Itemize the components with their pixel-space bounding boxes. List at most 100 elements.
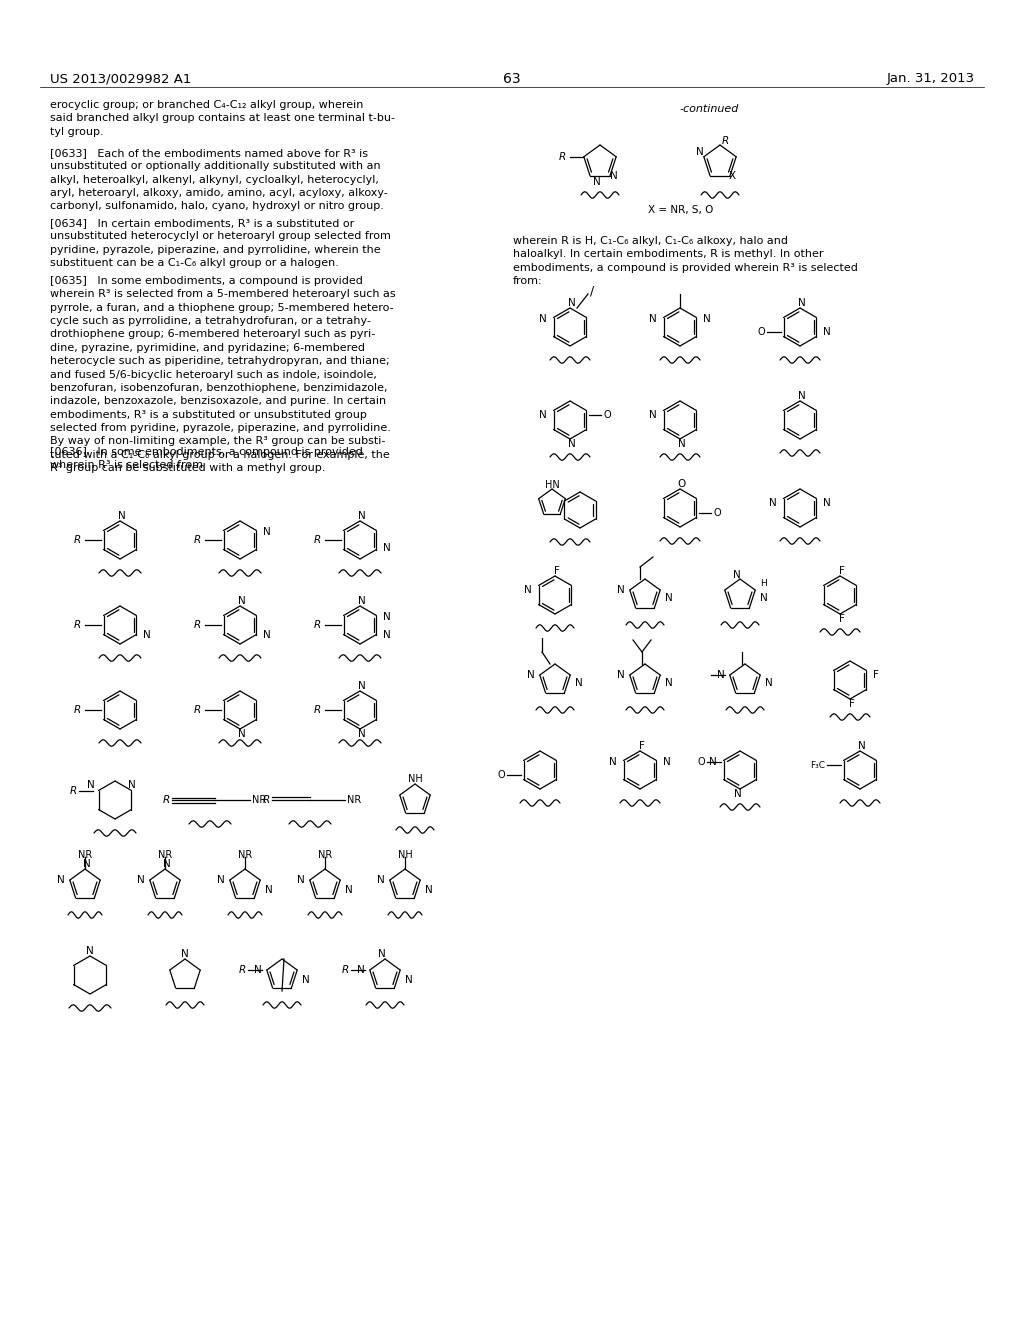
Text: erocyclic group; or branched C₄-C₁₂ alkyl group, wherein
said branched alkyl gro: erocyclic group; or branched C₄-C₁₂ alky… [50,100,395,137]
Text: N: N [663,756,671,767]
Text: N: N [345,884,352,895]
Text: N: N [302,975,309,985]
Text: O: O [713,508,721,517]
Text: F: F [849,700,855,709]
Text: N: N [593,177,601,187]
Text: N: N [617,671,625,680]
Text: N: N [254,965,262,975]
Text: wherein R is H, C₁-C₆ alkyl, C₁-C₆ alkoxy, halo and
haloalkyl. In certain embodi: wherein R is H, C₁-C₆ alkyl, C₁-C₆ alkox… [513,236,858,286]
Text: NR: NR [252,795,266,805]
Text: N: N [696,147,703,157]
Text: NR: NR [78,850,92,861]
Text: N: N [798,391,806,401]
Text: N: N [858,741,866,751]
Text: N: N [609,756,617,767]
Text: R: R [313,705,321,715]
Text: N: N [383,630,391,640]
Text: N: N [239,597,246,606]
Text: N: N [760,593,768,603]
Text: O: O [498,770,505,780]
Text: N: N [568,298,575,308]
Text: N: N [610,172,617,181]
Text: F: F [839,614,845,624]
Text: N: N [733,570,741,579]
Text: N: N [263,527,270,537]
Text: O: O [697,756,705,767]
Text: X = NR, S, O: X = NR, S, O [648,205,714,215]
Text: N: N [143,630,151,640]
Text: R: R [721,136,729,147]
Text: F: F [554,566,560,576]
Text: N: N [568,440,575,449]
Text: N: N [83,859,91,869]
Text: O: O [678,479,686,488]
Text: O: O [758,327,765,337]
Text: R: R [194,535,201,545]
Text: HN: HN [545,480,559,490]
Text: N: N [823,498,830,508]
Text: N: N [263,630,270,640]
Text: N: N [383,612,391,622]
Text: N: N [239,729,246,739]
Text: N: N [265,884,272,895]
Text: N: N [649,411,657,420]
Text: N: N [297,875,305,884]
Text: NH: NH [397,850,413,861]
Text: -continued: -continued [680,104,739,114]
Text: N: N [357,965,365,975]
Text: N: N [678,440,686,449]
Text: X: X [728,172,735,181]
Text: NR: NR [347,795,361,805]
Text: N: N [527,671,535,680]
Text: R: R [74,535,81,545]
Text: [0633]   Each of the embodiments named above for R³ is
unsubstituted or optional: [0633] Each of the embodiments named abo… [50,148,388,211]
Text: N: N [425,884,433,895]
Text: N: N [823,327,830,337]
Text: N: N [649,314,657,323]
Text: N: N [665,678,673,688]
Text: R: R [74,705,81,715]
Text: R: R [194,705,201,715]
Text: N: N [524,585,532,595]
Text: N: N [378,949,386,960]
Text: R: R [263,795,270,805]
Text: R: R [70,785,77,796]
Text: R: R [313,535,321,545]
Text: O: O [603,411,610,420]
Text: N: N [540,314,547,323]
Text: N: N [717,671,725,680]
Text: N: N [710,756,717,767]
Text: H: H [760,578,767,587]
Text: R: R [74,620,81,630]
Text: N: N [703,314,711,323]
Text: N: N [540,411,547,420]
Text: [0636]   In some embodiments, a compound is provided
wherein R³ is selected from: [0636] In some embodiments, a compound i… [50,447,362,470]
Text: N: N [181,949,188,960]
Text: R: R [163,795,170,805]
Text: F: F [873,671,879,680]
Text: R: R [194,620,201,630]
Text: F: F [639,741,645,751]
Text: N: N [128,780,135,791]
Text: R: R [559,152,566,162]
Text: [0634]   In certain embodiments, R³ is a substituted or
unsubstituted heterocycl: [0634] In certain embodiments, R³ is a s… [50,218,391,268]
Text: N: N [87,780,94,791]
Text: N: N [217,875,225,884]
Text: F₃C: F₃C [810,760,825,770]
Text: N: N [765,678,773,688]
Text: N: N [734,789,741,799]
Text: N: N [617,585,625,595]
Text: N: N [358,729,366,739]
Text: N: N [57,875,65,884]
Text: N: N [383,543,391,553]
Text: Jan. 31, 2013: Jan. 31, 2013 [887,73,975,84]
Text: NH: NH [408,774,422,784]
Text: N: N [575,678,583,688]
Text: US 2013/0029982 A1: US 2013/0029982 A1 [50,73,191,84]
Text: 63: 63 [503,73,521,86]
Text: N: N [406,975,413,985]
Text: N: N [163,859,171,869]
Text: R: R [313,620,321,630]
Text: N: N [377,875,385,884]
Text: /: / [590,285,594,297]
